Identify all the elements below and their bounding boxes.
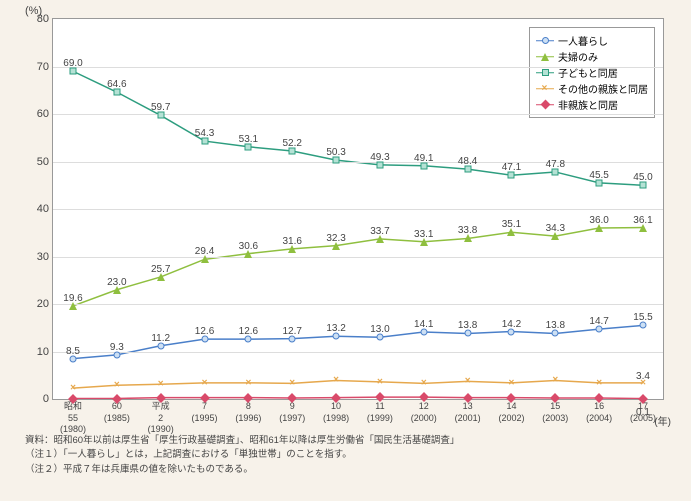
legend-label: その他の親族と同居: [558, 81, 648, 96]
y-tick-label: 60: [23, 108, 49, 120]
x-tick-label: 60(1985): [104, 401, 130, 424]
data-label: 49.3: [370, 152, 389, 163]
data-label: 12.7: [282, 326, 301, 337]
data-label: 52.2: [282, 138, 301, 149]
chart-container: (%) 一人暮らし夫婦のみ子どもと同居×その他の親族と同居非親族と同居 (年) …: [0, 0, 691, 501]
data-label: 14.2: [502, 319, 521, 330]
legend-item: 一人暮らし: [536, 33, 648, 48]
data-label: 3.4: [636, 371, 650, 382]
data-label: 36.1: [633, 215, 652, 226]
data-label: 59.7: [151, 102, 170, 113]
data-point: ×: [113, 382, 120, 389]
y-tick-label: 30: [23, 251, 49, 263]
x-tick-label: 11(1999): [367, 401, 393, 424]
legend: 一人暮らし夫婦のみ子どもと同居×その他の親族と同居非親族と同居: [529, 27, 655, 118]
data-label: 13.2: [326, 323, 345, 334]
legend-label: 夫婦のみ: [558, 49, 598, 64]
data-label: 13.0: [370, 324, 389, 335]
data-label: 49.1: [414, 153, 433, 164]
x-tick-label: 15(2003): [542, 401, 568, 424]
data-label: 34.3: [546, 223, 565, 234]
legend-item: 夫婦のみ: [536, 49, 648, 64]
y-tick-label: 40: [23, 203, 49, 215]
data-label: 12.6: [239, 326, 258, 337]
data-point: ×: [245, 379, 252, 386]
plot-area: 一人暮らし夫婦のみ子どもと同居×その他の親族と同居非親族と同居 (年) 0102…: [52, 18, 664, 400]
y-tick-label: 10: [23, 346, 49, 358]
data-label: 14.1: [414, 319, 433, 330]
data-label: 13.8: [458, 320, 477, 331]
y-tick-label: 0: [23, 393, 49, 405]
data-point: ×: [201, 379, 208, 386]
data-label: 29.4: [195, 246, 214, 257]
x-unit-label: (年): [654, 413, 671, 428]
data-label: 33.1: [414, 229, 433, 240]
x-tick-label: 10(1998): [323, 401, 349, 424]
data-point: ×: [157, 381, 164, 388]
data-label: 31.6: [282, 236, 301, 247]
x-tick-label: 8(1996): [235, 401, 261, 424]
data-label: 19.6: [63, 293, 82, 304]
data-point: ×: [376, 378, 383, 385]
data-label: 47.8: [546, 159, 565, 170]
legend-label: 非親族と同居: [558, 97, 618, 112]
y-tick-label: 20: [23, 298, 49, 310]
legend-item: 非親族と同居: [536, 97, 648, 112]
data-label: 30.6: [239, 241, 258, 252]
x-tick-label: 平成2(1990): [148, 401, 174, 436]
x-tick-label: 16(2004): [586, 401, 612, 424]
data-label: 50.3: [326, 147, 345, 158]
data-label: 45.0: [633, 172, 652, 183]
data-label: 32.3: [326, 233, 345, 244]
data-label: 11.2: [151, 333, 170, 344]
y-tick-label: 70: [23, 61, 49, 73]
data-point: ×: [333, 377, 340, 384]
data-label: 15.5: [633, 312, 652, 323]
data-label: 12.6: [195, 326, 214, 337]
data-label: 35.1: [502, 219, 521, 230]
data-label: 14.7: [589, 316, 608, 327]
data-label: 69.0: [63, 58, 82, 69]
data-point: ×: [552, 377, 559, 384]
data-label: 25.7: [151, 264, 170, 275]
x-tick-label: 14(2002): [498, 401, 524, 424]
data-point: ×: [420, 380, 427, 387]
x-tick-label: 13(2001): [455, 401, 481, 424]
y-tick-label: 80: [23, 13, 49, 25]
x-tick-label: 7(1995): [192, 401, 218, 424]
footnote-line: （注２）平成７年は兵庫県の値を除いたものである。: [25, 463, 459, 477]
data-label: 13.8: [546, 320, 565, 331]
data-point: ×: [596, 379, 603, 386]
data-label: 53.1: [239, 134, 258, 145]
legend-item: ×その他の親族と同居: [536, 81, 648, 96]
data-label: 45.5: [589, 170, 608, 181]
data-label: 48.4: [458, 156, 477, 167]
data-label: 33.8: [458, 225, 477, 236]
x-tick-label: 12(2000): [411, 401, 437, 424]
footnotes: 資料：昭和60年以前は厚生省「厚生行政基礎調査」、昭和61年以降は厚生労働省「国…: [25, 434, 459, 477]
footnote-line: （注１）「一人暮らし」とは，上記調査における「単独世帯」のことを指す。: [25, 448, 459, 462]
footnote-line: 資料：昭和60年以前は厚生省「厚生行政基礎調査」、昭和61年以降は厚生労働省「国…: [25, 434, 459, 448]
data-label: 9.3: [110, 342, 124, 353]
data-point: ×: [508, 379, 515, 386]
x-tick-label: 昭和55(1980): [60, 401, 86, 436]
data-label: 8.5: [66, 346, 80, 357]
data-label: 54.3: [195, 128, 214, 139]
data-label: 64.6: [107, 79, 126, 90]
data-label: 23.0: [107, 277, 126, 288]
x-tick-label: 9(1997): [279, 401, 305, 424]
data-point: ×: [70, 385, 77, 392]
legend-label: 一人暮らし: [558, 33, 608, 48]
data-label: 0.1: [636, 407, 650, 418]
data-label: 36.0: [589, 215, 608, 226]
y-tick-label: 50: [23, 156, 49, 168]
data-label: 47.1: [502, 162, 521, 173]
data-label: 33.7: [370, 226, 389, 237]
data-point: ×: [289, 380, 296, 387]
data-point: ×: [464, 378, 471, 385]
